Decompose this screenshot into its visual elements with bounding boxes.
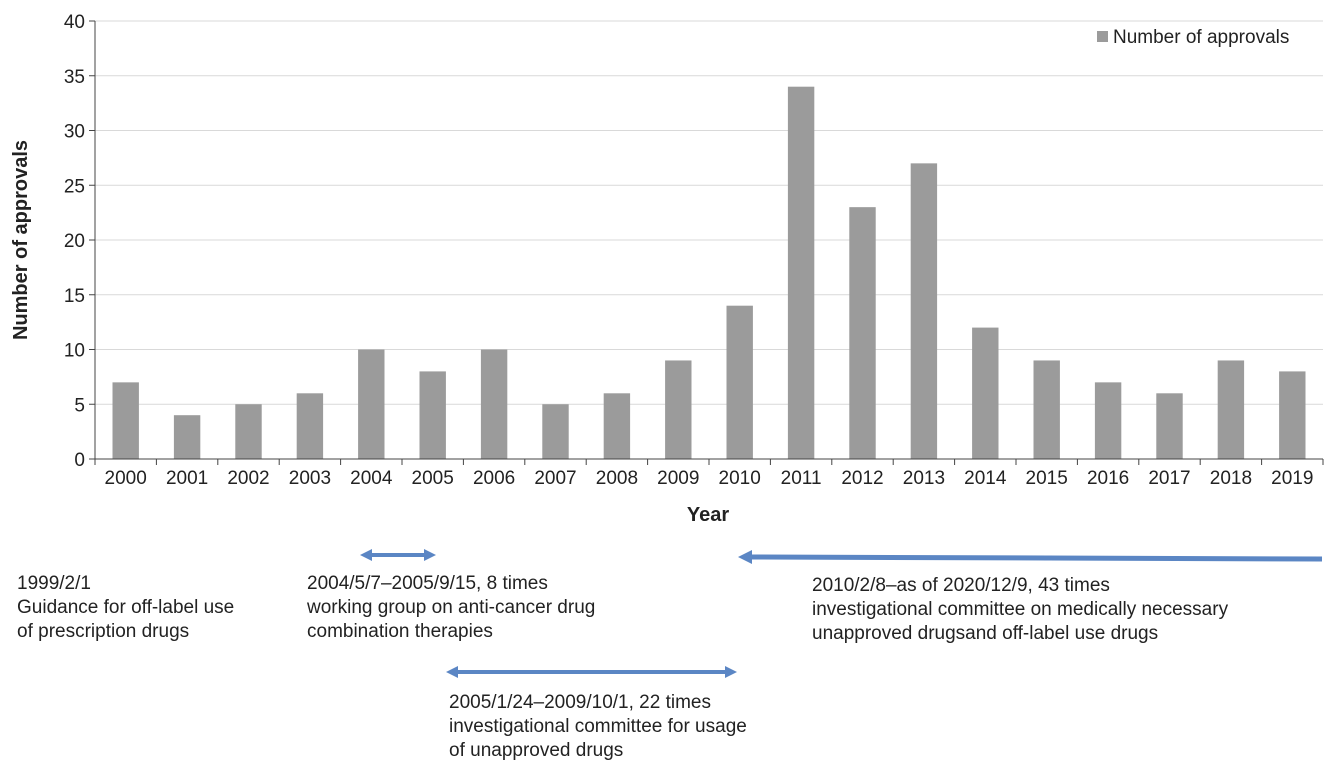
y-tick-label: 25 [64,176,85,197]
note-line: 2004/5/7–2005/9/15, 8 times [307,573,548,594]
arrow-working-group [360,549,436,561]
y-tick-label: 15 [64,286,85,307]
note-line: Guidance for off-label use [17,597,235,618]
x-tick-label-2015: 2015 [1026,468,1068,489]
y-tick-label: 35 [64,67,85,88]
x-tick-label-2016: 2016 [1087,468,1129,489]
x-tick-label-2004: 2004 [350,468,393,489]
bar-2005 [419,371,446,459]
bar-2003 [296,393,324,459]
note-guidance-1999: 1999/2/1 Guidance for off-label use of p… [17,572,234,644]
x-tick-label-2013: 2013 [903,468,945,489]
bar-2016 [1094,382,1122,459]
note-line: 1999/2/1 [17,573,91,594]
bar-2006 [480,349,508,459]
note-line: 2005/1/24–2009/10/1, 22 times [449,692,711,713]
note-line: investigational committee on medically n… [812,599,1229,620]
x-tick-label-2001: 2001 [166,468,208,489]
x-tick-label-2019: 2019 [1271,468,1313,489]
x-tick-label-2014: 2014 [964,468,1007,489]
bar-2001 [173,415,201,459]
y-tick-label: 0 [74,450,85,471]
note-line: of prescription drugs [17,621,190,642]
bar-2015 [1033,360,1060,459]
x-tick-label-2011: 2011 [781,468,822,489]
x-tick-label-2012: 2012 [841,468,883,489]
bar-2014 [972,327,999,459]
legend-label: Number of approvals [1113,27,1289,48]
x-tick-label-2018: 2018 [1210,468,1252,489]
note-medically-necessary-committee: 2010/2/8–as of 2020/12/9, 43 times inves… [812,574,1228,646]
bar-2009 [665,360,692,459]
arrow-medically-necessary-committee [738,550,1323,564]
bar-2012 [849,207,876,459]
x-tick-label-2005: 2005 [412,468,454,489]
y-tick-label: 30 [64,122,85,143]
x-tick-label-2009: 2009 [657,468,699,489]
note-line: of unapproved drugs [449,740,624,761]
x-tick-label-2017: 2017 [1148,468,1190,489]
bar-2011 [787,86,815,459]
note-line: unapproved drugsand off-label use drugs [812,623,1159,644]
legend-swatch [1097,31,1108,42]
note-line: 2010/2/8–as of 2020/12/9, 43 times [812,575,1110,596]
x-tick-label-2000: 2000 [105,468,147,489]
note-line: working group on anti-cancer drug [307,597,596,618]
bar-2000 [112,382,139,459]
y-tick-label: 10 [64,341,85,362]
x-tick-label-2003: 2003 [289,468,331,489]
y-axis-label: Number of approvals [10,140,32,340]
bar-2018 [1217,360,1245,459]
y-tick-label: 5 [74,395,85,416]
bars [112,86,1306,459]
x-tick-label-2007: 2007 [534,468,576,489]
axes [89,20,1324,465]
bar-2013 [910,163,938,459]
y-tick-label: 40 [64,12,85,33]
x-tick-labels: 2000 2001 2002 2003 2004 2005 2006 2007 2008 2009… [105,468,1314,489]
x-tick-label-2002: 2002 [227,468,269,489]
y-tick-labels: 0 5 10 15 20 25 30 35 40 [64,12,85,471]
x-tick-label-2006: 2006 [473,468,515,489]
note-unapproved-drugs-committee: 2005/1/24–2009/10/1, 22 times investigat… [449,691,747,763]
x-axis-label: Year [687,504,729,526]
bar-2004 [358,349,385,459]
bar-2019 [1279,371,1306,459]
x-tick-label-2008: 2008 [596,468,638,489]
bar-2008 [603,393,631,459]
legend: Number of approvals [1097,27,1289,48]
bar-2017 [1156,393,1183,459]
y-tick-label: 20 [64,231,85,252]
bar-2002 [235,404,262,459]
note-working-group: 2004/5/7–2005/9/15, 8 times working grou… [307,572,595,644]
bar-2007 [542,404,569,459]
bar-2010 [726,305,753,459]
gridlines [95,20,1323,405]
x-tick-label-2010: 2010 [719,468,761,489]
note-line: investigational committee for usage [449,716,747,737]
arrow-unapproved-drugs-committee [446,666,737,678]
note-line: combination therapies [307,621,493,642]
